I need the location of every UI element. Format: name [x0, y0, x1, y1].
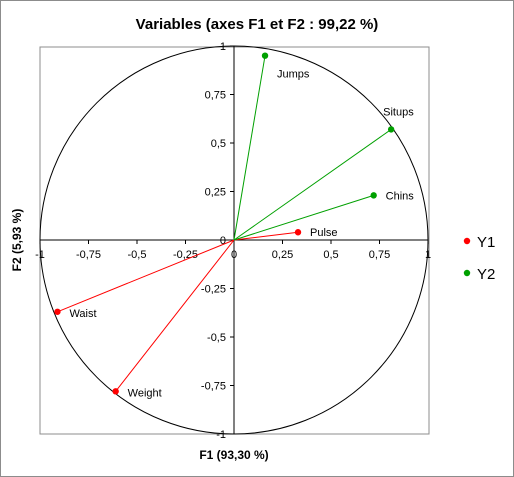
legend-marker-y2 — [463, 269, 471, 277]
point-label-jumps: Jumps — [277, 69, 310, 81]
point-situps — [387, 126, 395, 133]
point-waist — [54, 308, 61, 315]
legend-label-y2: Y2 — [477, 266, 495, 283]
x-tick-label: 0 — [231, 249, 237, 261]
x-tick-label: 1 — [425, 249, 431, 261]
x-tick-label: -1 — [35, 249, 45, 261]
vector-jumps — [233, 55, 266, 241]
point-weight — [112, 388, 119, 395]
y-tick-label: -0,5 — [207, 332, 226, 344]
vector-pulse — [233, 231, 299, 241]
point-jumps — [261, 52, 269, 59]
y-tick-label: 0 — [220, 235, 226, 247]
point-label-waist: Waist — [69, 308, 96, 320]
vector-chins — [233, 194, 374, 241]
legend-label-y1: Y1 — [477, 234, 495, 251]
point-chins — [370, 192, 377, 199]
y-ticks: 1 0,75 0,5 0,25 0 -0,25 -0,5 -0,75 -1 — [201, 41, 234, 441]
y-tick-label: 0,5 — [211, 138, 226, 150]
legend: Y1 Y2 — [463, 234, 495, 283]
point-label-weight: Weight — [128, 387, 162, 399]
y-tick-label: 1 — [220, 41, 226, 53]
x-axis-title: F1 (93,30 %) — [199, 448, 268, 462]
x-tick-label: 0,75 — [369, 249, 390, 261]
y-tick-label: -0,75 — [201, 381, 226, 393]
point-label-situps: Situps — [383, 106, 414, 118]
x-tick-label: 0,25 — [272, 249, 293, 261]
legend-marker-y1 — [463, 237, 471, 245]
chart-title: Variables (axes F1 et F2 : 99,22 %) — [136, 16, 379, 33]
x-tick-label: 0,5 — [323, 249, 338, 261]
variable-vectors: Pulse Waist Weight Jumps Situps Chins — [54, 52, 415, 399]
vector-situps — [233, 129, 392, 241]
vector-weight — [115, 239, 235, 392]
y-tick-label: 0,75 — [205, 90, 226, 102]
point-pulse — [294, 229, 302, 236]
point-label-chins: Chins — [386, 190, 415, 202]
x-ticks: -1 -0,75 -0,5 -0,25 0 0,25 0,5 0,75 1 — [35, 240, 431, 261]
x-tick-label: -0,5 — [128, 249, 147, 261]
point-label-pulse: Pulse — [310, 227, 338, 239]
x-tick-label: -0,75 — [76, 249, 101, 261]
y-tick-label: 0,25 — [205, 187, 226, 199]
y-tick-label: -1 — [216, 429, 226, 441]
vector-waist — [57, 239, 235, 313]
x-tick-label: -0,25 — [173, 249, 198, 261]
y-tick-label: -0,25 — [201, 284, 226, 296]
y-axis-title: F2 (5,93 %) — [10, 209, 24, 272]
